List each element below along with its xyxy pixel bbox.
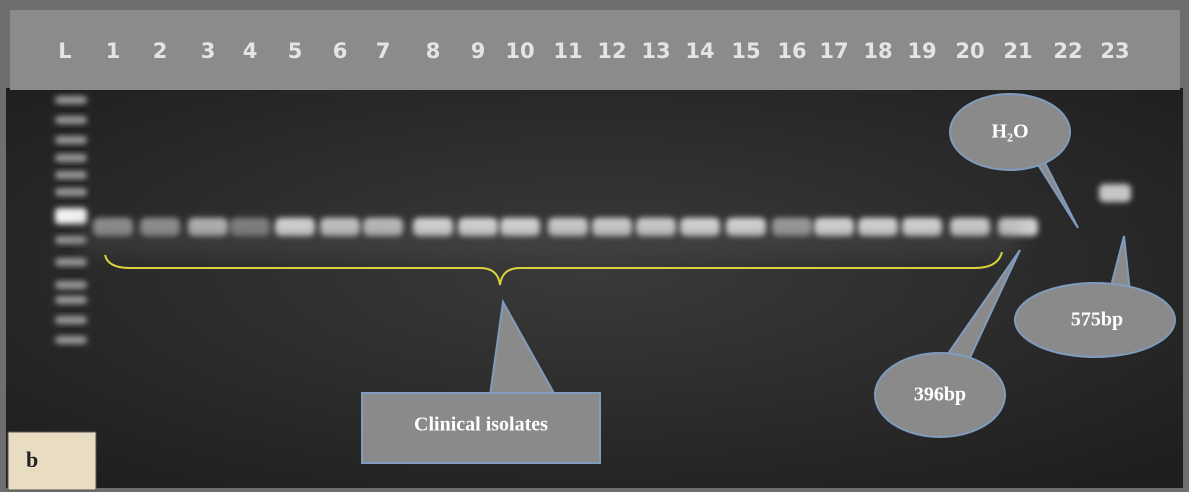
lane-label: 7 xyxy=(376,39,391,63)
band xyxy=(55,336,87,344)
lane-label: 17 xyxy=(819,39,848,63)
lane-label: 16 xyxy=(777,39,806,63)
panel-label: b xyxy=(26,447,38,472)
lane-label: 2 xyxy=(153,39,168,63)
lane-label: 13 xyxy=(641,39,670,63)
lane-label: 23 xyxy=(1100,39,1129,63)
band xyxy=(55,171,87,179)
water-label: H₂O xyxy=(991,121,1028,143)
band xyxy=(55,208,87,224)
band xyxy=(55,281,87,289)
lane-label: 20 xyxy=(955,39,984,63)
lane-label: L xyxy=(58,39,71,63)
lane-label: 5 xyxy=(288,39,303,63)
lane-label: 3 xyxy=(201,39,216,63)
lane-label: 1 xyxy=(106,39,121,63)
lane-label: 14 xyxy=(685,39,714,63)
lane-label: 15 xyxy=(731,39,760,63)
lane-label: 6 xyxy=(333,39,348,63)
lane-label: 4 xyxy=(243,39,258,63)
lane-label: 8 xyxy=(426,39,441,63)
band-396-label: 396bp xyxy=(914,384,966,406)
lane-label: 9 xyxy=(471,39,486,63)
lane-label: 18 xyxy=(863,39,892,63)
panel-box xyxy=(8,432,96,490)
lane-label: 12 xyxy=(597,39,626,63)
band xyxy=(55,96,87,104)
isolates-label: Clinical isolates xyxy=(414,414,548,436)
band xyxy=(55,316,87,324)
band xyxy=(1099,184,1131,202)
band xyxy=(55,296,87,304)
gel-figure: L1234567891011121314151617181920212223 H… xyxy=(0,0,1189,492)
band xyxy=(55,258,87,266)
band xyxy=(80,225,1020,255)
band xyxy=(55,154,87,162)
band xyxy=(55,136,87,144)
band xyxy=(55,188,87,196)
lane-label: 11 xyxy=(553,39,582,63)
lane-label: 21 xyxy=(1003,39,1032,63)
lane-label: 22 xyxy=(1053,39,1082,63)
band xyxy=(55,116,87,124)
lane-label: 10 xyxy=(505,39,534,63)
band-575-label: 575bp xyxy=(1071,309,1123,331)
lane-label: 19 xyxy=(907,39,936,63)
